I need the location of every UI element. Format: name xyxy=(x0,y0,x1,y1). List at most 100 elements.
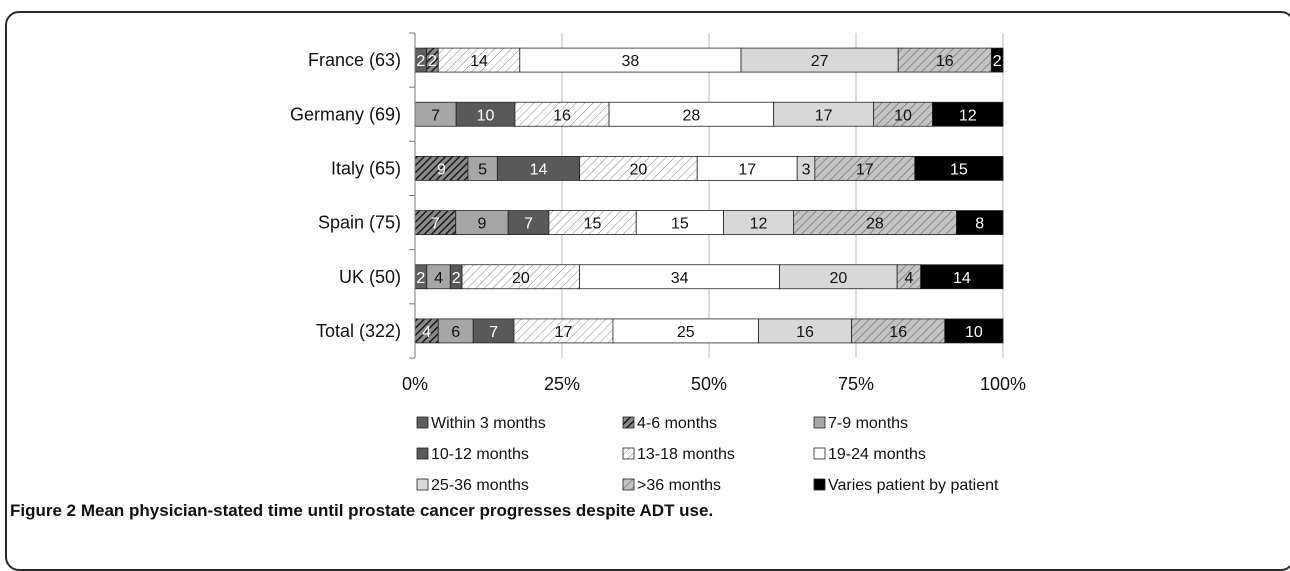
bar-segment-total-322-36-months xyxy=(851,318,946,344)
legend-label-10-12-months: 10-12 months xyxy=(431,446,529,463)
data-label-italy-65-36-months: 17 xyxy=(856,161,874,178)
category-label-uk-50: UK (50) xyxy=(339,267,401,287)
bar-segment-spain-75-36-months xyxy=(793,210,957,235)
bar-segment-spain-75-4-6-months xyxy=(414,210,457,235)
bars: 2 2 14 38 27 16 27 10 16 28 17 10 129 5 14 20 17 3 17 157 9 7… xyxy=(414,47,1004,344)
x-tick-label-50: 50% xyxy=(691,374,727,394)
bar-segment-germany-69-7-9-months xyxy=(414,101,457,127)
data-label-germany-69-36-months: 10 xyxy=(894,107,912,124)
data-label-italy-65-19-24-months: 17 xyxy=(738,161,756,178)
bar-segment-total-322-varies-patient-by-patient xyxy=(944,318,1004,344)
bar-segment-italy-65-7-9-months xyxy=(467,156,498,181)
legend-label-within-3-months: Within 3 months xyxy=(431,415,546,432)
data-label-uk-50-13-18-months: 20 xyxy=(512,270,530,287)
legend-label-25-36-months: 25-36 months xyxy=(431,477,529,494)
legend-swatch-19-24-months xyxy=(813,447,826,460)
bar-segment-uk-50-varies-patient-by-patient xyxy=(920,264,1004,290)
category-label-total-322: Total (322) xyxy=(316,321,401,341)
bar-segment-germany-69-13-18-months xyxy=(514,101,610,127)
bar-segment-total-322-19-24-months xyxy=(612,318,759,344)
data-label-italy-65-10-12-months: 14 xyxy=(530,161,548,178)
bar-segment-uk-50-25-36-months xyxy=(779,264,898,290)
data-label-total-322-19-24-months: 25 xyxy=(677,324,695,341)
legend-label-19-24-months: 19-24 months xyxy=(828,446,926,463)
bar-segment-spain-75-10-12-months xyxy=(507,210,550,235)
stacked-bar-chart: 2 2 14 38 27 16 27 10 16 28 17 10 129 5 14 20 17 3 17 157 9 7… xyxy=(290,32,1026,494)
bar-segment-germany-69-varies-patient-by-patient xyxy=(932,101,1004,127)
bar-segment-germany-69-10-12-months xyxy=(455,101,516,127)
data-label-france-63-varies-patient-by-patient: 2 xyxy=(993,53,1002,70)
data-label-italy-65-varies-patient-by-patient: 15 xyxy=(950,161,968,178)
data-label-germany-69-7-9-months: 7 xyxy=(431,107,440,124)
bar-segment-italy-65-varies-patient-by-patient xyxy=(914,156,1004,181)
legend-swatch-varies-patient-by-patient xyxy=(813,478,826,491)
x-tick-label-0: 0% xyxy=(402,374,428,394)
legend-swatch-4-6-months xyxy=(622,416,635,429)
data-label-france-63-25-36-months: 27 xyxy=(811,53,829,70)
data-label-france-63-within-3-months: 2 xyxy=(416,53,425,70)
data-label-germany-69-13-18-months: 16 xyxy=(553,107,571,124)
caption-label: Figure 2 xyxy=(10,501,77,520)
bar-segment-spain-75-varies-patient-by-patient xyxy=(956,210,1004,235)
legend-swatch-within-3-months xyxy=(416,416,429,429)
data-label-france-63-36-months: 16 xyxy=(936,53,954,70)
legend-swatch-7-9-months xyxy=(813,416,826,429)
bar-segment-germany-69-19-24-months xyxy=(608,101,775,127)
data-label-italy-65-7-9-months: 5 xyxy=(478,161,487,178)
legend-swatch-10-12-months xyxy=(416,447,429,460)
bar-segment-italy-65-13-18-months xyxy=(579,156,698,181)
legend-label-varies-patient-by-patient: Varies patient by patient xyxy=(828,477,999,494)
data-label-total-322-10-12-months: 7 xyxy=(489,324,498,341)
data-label-germany-69-19-24-months: 28 xyxy=(682,107,700,124)
data-label-total-322-varies-patient-by-patient: 10 xyxy=(965,324,983,341)
gridlines xyxy=(561,33,1004,358)
bar-segment-italy-65-10-12-months xyxy=(496,156,581,181)
bar-segment-germany-69-36-months xyxy=(873,101,933,127)
legend-label-4-6-months: 4-6 months xyxy=(637,415,717,432)
data-label-spain-75-13-18-months: 15 xyxy=(584,216,602,233)
data-label-france-63-13-18-months: 14 xyxy=(470,53,488,70)
bar-segment-spain-75-7-9-months xyxy=(455,210,509,235)
data-label-uk-50-within-3-months: 2 xyxy=(416,270,425,287)
bar-segment-france-63-19-24-months xyxy=(519,47,742,73)
bar-segment-spain-75-13-18-months xyxy=(548,210,637,235)
category-label-germany-69: Germany (69) xyxy=(290,104,401,124)
x-tick-label-25: 25% xyxy=(544,374,580,394)
legend-label-7-9-months: 7-9 months xyxy=(828,415,908,432)
data-label-total-322-4-6-months: 4 xyxy=(422,324,431,341)
category-label-italy-65: Italy (65) xyxy=(331,158,401,178)
data-label-spain-75-10-12-months: 7 xyxy=(524,216,533,233)
data-label-uk-50-10-12-months: 2 xyxy=(452,270,461,287)
bar-segment-uk-50-13-18-months xyxy=(461,264,581,290)
bar-segment-total-322-25-36-months xyxy=(758,318,853,344)
bar-segment-germany-69-25-36-months xyxy=(773,101,875,127)
data-label-italy-65-25-36-months: 3 xyxy=(802,161,811,178)
data-label-total-322-7-9-months: 6 xyxy=(451,324,460,341)
legend-swatch-36-months xyxy=(622,478,635,491)
data-label-uk-50-varies-patient-by-patient: 14 xyxy=(953,270,971,287)
bar-segment-spain-75-19-24-months xyxy=(635,210,724,235)
data-label-italy-65-4-6-months: 9 xyxy=(437,161,446,178)
data-label-spain-75-25-36-months: 12 xyxy=(750,216,768,233)
data-label-germany-69-varies-patient-by-patient: 12 xyxy=(959,107,977,124)
category-label-spain-75: Spain (75) xyxy=(318,213,401,233)
data-label-spain-75-7-9-months: 9 xyxy=(477,216,486,233)
data-label-germany-69-25-36-months: 17 xyxy=(815,107,833,124)
bar-segment-total-322-10-12-months xyxy=(472,318,515,344)
axes: 0% 25% 50% 75% 100% France (63) Germany (69) It… xyxy=(290,32,1026,394)
data-label-spain-75-19-24-months: 15 xyxy=(671,216,689,233)
legend: Within 3 months 4-6 months 7-9 months 10-12… xyxy=(416,415,999,494)
data-label-spain-75-36-months: 28 xyxy=(866,216,884,233)
legend-label-13-18-months: 13-18 months xyxy=(637,446,735,463)
x-tick-label-100: 100% xyxy=(980,374,1026,394)
bar-segment-total-322-13-18-months xyxy=(513,318,614,344)
legend-swatch-13-18-months xyxy=(622,447,635,460)
data-label-uk-50-7-9-months: 4 xyxy=(434,270,443,287)
data-label-spain-75-4-6-months: 7 xyxy=(431,216,440,233)
data-label-spain-75-varies-patient-by-patient: 8 xyxy=(975,216,984,233)
data-label-uk-50-25-36-months: 20 xyxy=(829,270,847,287)
data-label-france-63-19-24-months: 38 xyxy=(622,53,640,70)
legend-label-36-months: >36 months xyxy=(637,477,721,494)
data-label-germany-69-10-12-months: 10 xyxy=(477,107,495,124)
data-label-total-322-25-36-months: 16 xyxy=(796,324,814,341)
